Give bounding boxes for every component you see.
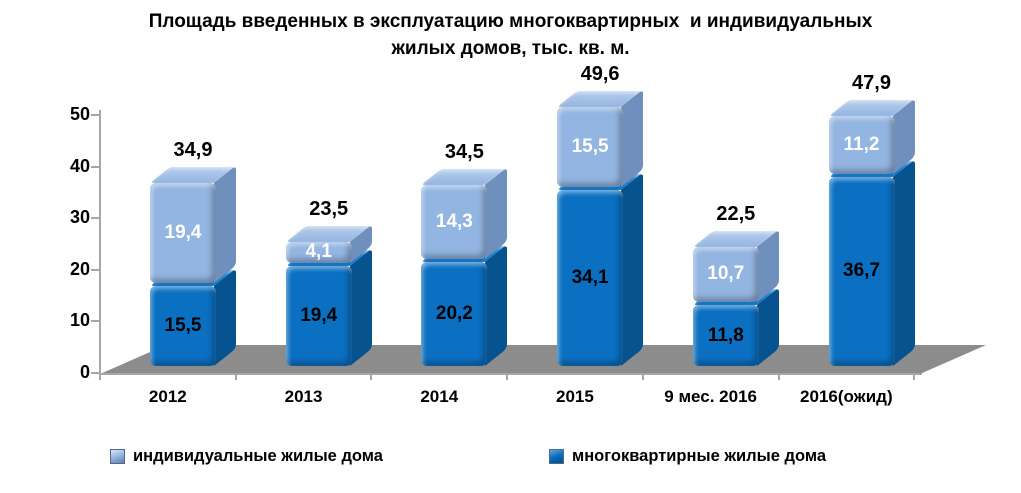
bar-value-label: 19,4 xyxy=(164,221,202,243)
bar-segment: 15,5 xyxy=(150,268,238,366)
bar-segment: 15,5 xyxy=(557,89,645,188)
bar-segment-side-face xyxy=(621,172,644,366)
bar-total-label: 22,5 xyxy=(716,202,756,225)
bar-segment-front-face: 36,7 xyxy=(828,176,895,366)
x-axis-label: 2016(ожид) xyxy=(800,387,893,406)
y-axis-tick xyxy=(91,372,100,374)
bar-segment: 14,3 xyxy=(421,167,509,259)
bar-segment-front-face: 11,2 xyxy=(828,115,895,174)
bar-segment-front-face: 15,5 xyxy=(150,286,216,366)
bar-segment-side-face xyxy=(349,248,372,366)
bar-value-label: 19,4 xyxy=(300,304,338,326)
bar-value-label: 15,5 xyxy=(164,315,202,336)
bar-segment: 19,4 xyxy=(150,165,238,283)
x-axis-tick xyxy=(370,374,373,380)
y-axis-label: 50 xyxy=(69,104,90,124)
legend-item-apartment: многоквартирные жилые дома xyxy=(549,447,826,466)
x-axis-tick xyxy=(99,374,101,380)
y-axis-tick xyxy=(91,165,100,168)
bar-segment-front-face: 20,2 xyxy=(421,261,488,366)
x-axis-label: 2012 xyxy=(148,387,187,406)
x-axis-tick xyxy=(641,374,644,380)
bar-segment: 19,4 xyxy=(285,248,374,366)
bar-value-label: 14,3 xyxy=(435,210,473,232)
x-axis-tick xyxy=(234,374,237,380)
y-axis-label: 20 xyxy=(69,258,90,279)
light-blue-cube-icon xyxy=(110,449,125,464)
bar-segment-front-face: 34,1 xyxy=(557,190,624,366)
bar-segment: 20,2 xyxy=(421,244,509,366)
bar-segment-side-face xyxy=(892,159,915,366)
legend-item-individual: индивидуальные жилые дома xyxy=(110,447,383,466)
x-axis-line xyxy=(99,372,922,375)
bar-segment-side-face xyxy=(485,167,508,259)
bar-total-label: 47,9 xyxy=(852,71,891,94)
bar-segment: 4,1 xyxy=(285,224,374,263)
bar-segment: 10,7 xyxy=(692,229,781,303)
y-axis-tick xyxy=(91,114,100,116)
bar-value-label: 10,7 xyxy=(707,263,745,285)
y-axis-line xyxy=(99,110,101,374)
bar-segment-front-face: 10,7 xyxy=(692,246,759,303)
bar-value-label: 36,7 xyxy=(843,260,880,282)
chart-title-line2: жилых домов, тыс. кв. м. xyxy=(391,38,630,59)
bar-segment-front-face: 19,4 xyxy=(285,265,352,366)
bar-segment-side-face xyxy=(214,268,236,366)
y-axis-label: 30 xyxy=(69,207,90,228)
chart-title: Площадь введенных в эксплуатацию многокв… xyxy=(0,8,1021,62)
bar-segment: 11,8 xyxy=(692,287,781,366)
bar-value-label: 20,2 xyxy=(435,302,473,324)
dark-blue-cube-icon xyxy=(549,449,564,464)
bar-total-label: 23,5 xyxy=(309,197,349,220)
x-axis-label: 2013 xyxy=(284,387,323,406)
bar-segment-side-face xyxy=(214,165,236,283)
x-axis-label: 2015 xyxy=(556,387,594,406)
bar-segment-side-face xyxy=(485,244,508,366)
x-axis-tick xyxy=(913,374,916,380)
bar-segment: 36,7 xyxy=(828,159,917,366)
bar-value-label: 34,1 xyxy=(571,267,609,288)
bar-segment-front-face: 14,3 xyxy=(421,184,488,259)
y-axis-label: 40 xyxy=(69,155,90,176)
x-axis-tick xyxy=(506,374,509,380)
bar-segment-side-face xyxy=(621,89,644,188)
legend-label-individual: индивидуальные жилые дома xyxy=(133,447,383,465)
bar-total-label: 34,5 xyxy=(444,140,484,163)
bar-value-label: 15,5 xyxy=(571,136,609,158)
y-axis-tick xyxy=(91,217,100,220)
bar-value-label: 11,2 xyxy=(843,133,880,155)
x-axis-label: 9 мес. 2016 xyxy=(664,387,757,406)
bar-segment: 34,1 xyxy=(557,172,645,366)
bar-segment-front-face: 15,5 xyxy=(557,107,624,188)
bar-value-label: 11,8 xyxy=(707,324,744,346)
y-axis-tick xyxy=(91,320,100,323)
bar-segment-front-face: 11,8 xyxy=(692,305,759,366)
y-axis-label: 10 xyxy=(69,310,90,331)
x-axis-tick xyxy=(777,374,780,380)
x-axis-label: 2014 xyxy=(420,387,459,406)
chart-title-line1: Площадь введенных в эксплуатацию многокв… xyxy=(148,11,873,32)
bar-segment: 11,2 xyxy=(828,98,917,174)
y-axis-label: 0 xyxy=(79,362,90,382)
bar-segment-front-face: 19,4 xyxy=(150,182,216,283)
bar-segment-front-face: 4,1 xyxy=(285,241,352,263)
bar-total-label: 34,9 xyxy=(173,138,213,161)
bar-value-label: 4,1 xyxy=(305,241,332,263)
bar-total-label: 49,6 xyxy=(580,63,620,86)
legend-label-apartment: многоквартирные жилые дома xyxy=(572,447,827,465)
y-axis-tick xyxy=(91,268,100,271)
